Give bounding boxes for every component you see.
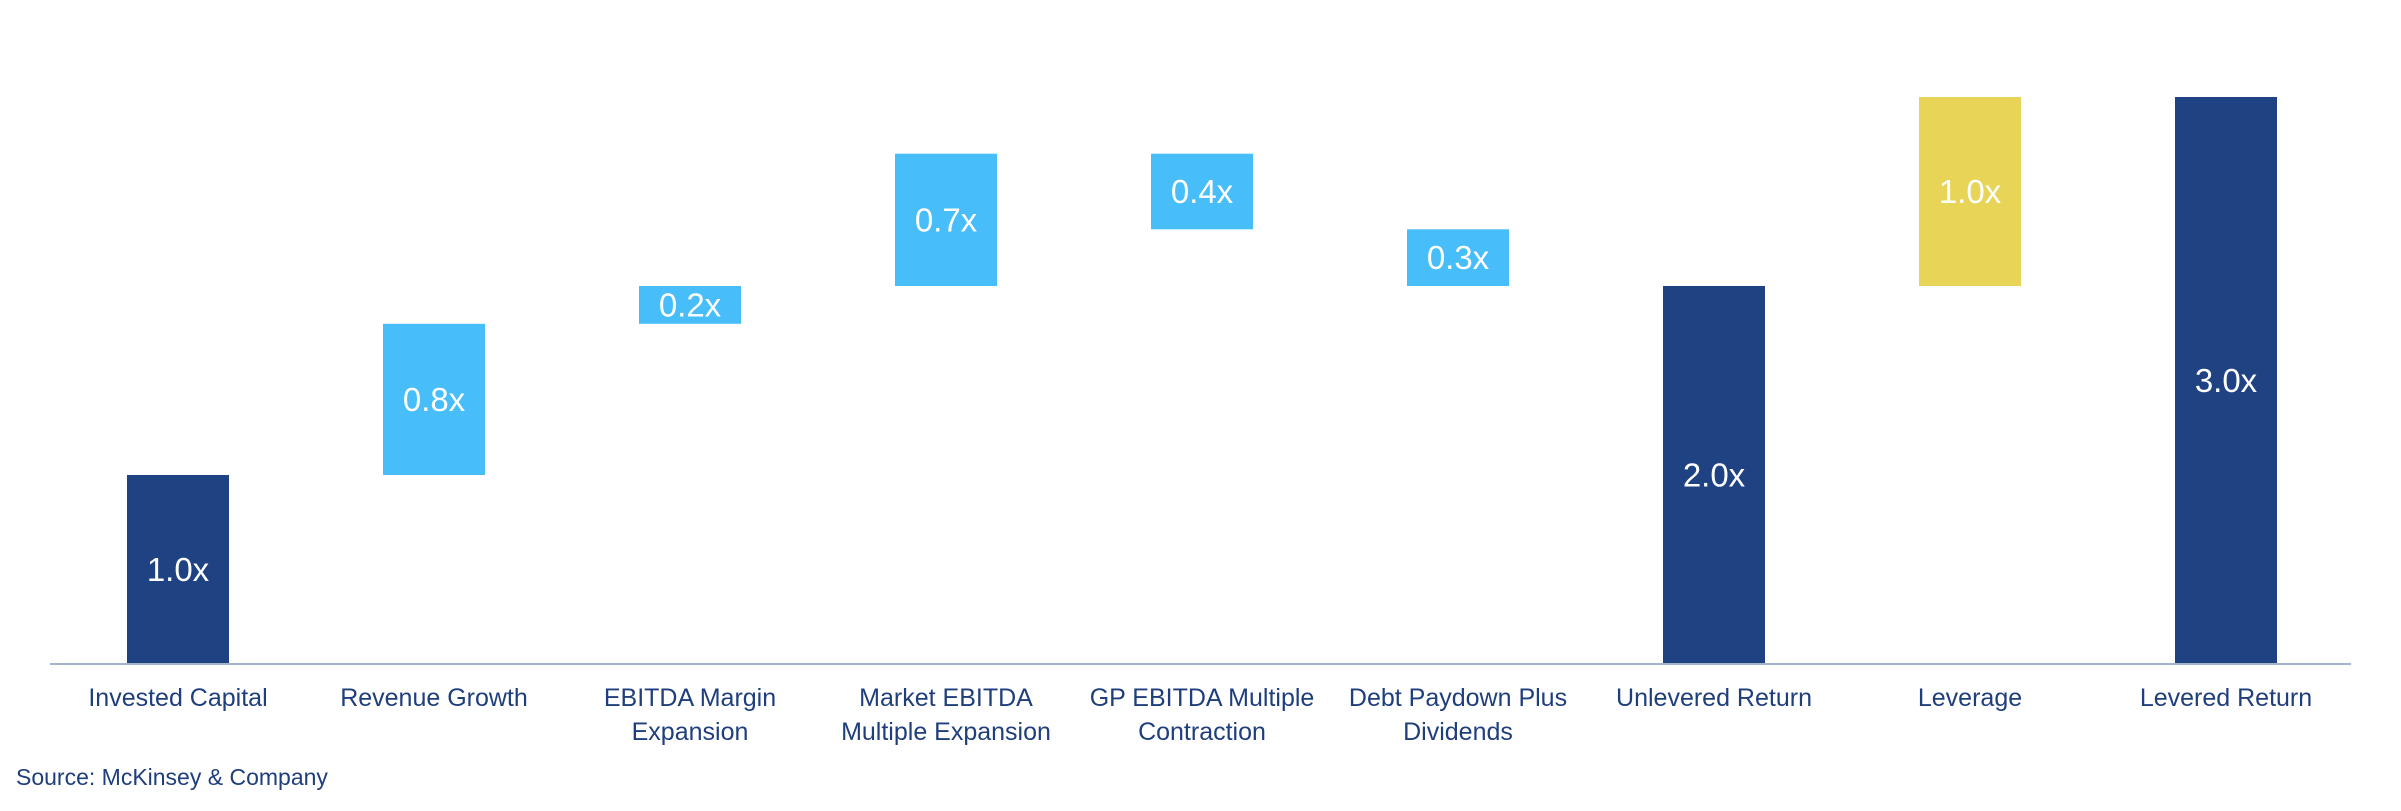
data-label-invested-capital: 1.0x [147,551,210,588]
data-label-ebitda-margin-expansion: 0.2x [659,286,722,323]
data-label-revenue-growth: 0.8x [403,381,466,418]
data-label-levered-return: 3.0x [2195,362,2258,399]
category-label-ebitda-margin-expansion: EBITDA Margin Expansion [604,684,776,746]
category-label-revenue-growth: Revenue Growth [340,684,528,712]
category-label-unlevered-return: Unlevered Return [1616,684,1812,712]
bar-unlevered-return [1663,286,1765,664]
category-label-leverage: Leverage [1918,684,2022,712]
bar-gp-ebitda-multiple-contraction [1151,153,1253,230]
bar-ebitda-margin-expansion [639,286,741,324]
category-label-debt-paydown-plus-dividends: Debt Paydown Plus Dividends [1349,684,1567,746]
category-label-levered-return: Levered Return [2140,684,2312,712]
data-label-leverage: 1.0x [1939,173,2002,210]
data-label-market-ebitda-multiple-expansion: 0.7x [915,201,978,238]
bar-debt-paydown-plus-dividends [1407,229,1509,286]
data-label-gp-ebitda-multiple-contraction: 0.4x [1171,173,1234,210]
bar-market-ebitda-multiple-expansion [895,153,997,286]
bars-layer: 1.0x 0.8x 0.2x 0.7x 0.4x 0.3x 2.0x 1.0x 3.0x [127,97,2277,664]
category-label-market-ebitda-multiple-expansion: Market EBITDA Multiple Expansion [841,684,1051,746]
category-label-invested-capital: Invested Capital [88,684,267,712]
bar-levered-return [2175,97,2277,664]
data-label-debt-paydown-plus-dividends: 0.3x [1427,239,1490,276]
category-label-gp-ebitda-multiple-contraction: GP EBITDA Multiple Contraction [1090,684,1315,746]
source-note: Source: McKinsey & Company [16,764,328,790]
bar-revenue-growth [383,323,485,475]
bar-invested-capital [127,475,229,664]
data-label-unlevered-return: 2.0x [1683,457,1746,494]
category-labels: Invested Capital Revenue Growth EBITDA Mar… [88,684,2312,746]
bar-leverage [1919,97,2021,286]
